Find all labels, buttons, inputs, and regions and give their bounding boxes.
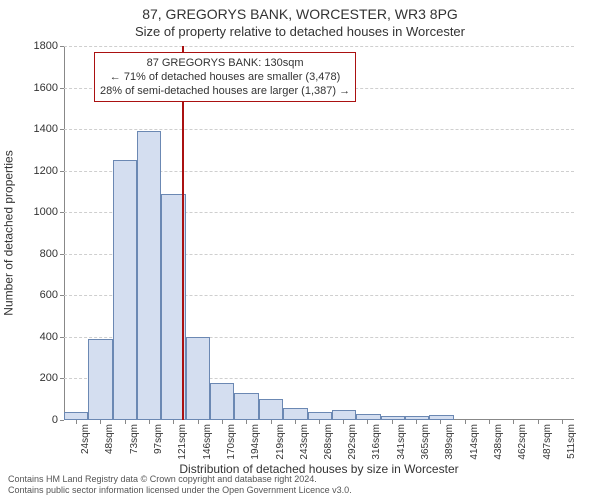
attribution-footer: Contains HM Land Registry data © Crown c… xyxy=(8,474,352,496)
xtick-label: 341sqm xyxy=(396,424,407,460)
xtick-mark xyxy=(149,420,150,424)
histogram-bar xyxy=(234,393,258,420)
ytick-label: 1400 xyxy=(18,123,58,135)
xtick-mark xyxy=(489,420,490,424)
ytick-label: 200 xyxy=(18,372,58,384)
footer-line1: Contains HM Land Registry data © Crown c… xyxy=(8,474,352,485)
xtick-mark xyxy=(465,420,466,424)
ytick-label: 1200 xyxy=(18,165,58,177)
xtick-label: 24sqm xyxy=(80,424,91,454)
gridline xyxy=(64,129,574,130)
xtick-label: 73sqm xyxy=(129,424,140,454)
histogram-bar xyxy=(356,414,380,420)
ytick-label: 800 xyxy=(18,248,58,260)
histogram-bar xyxy=(332,410,356,420)
ytick-mark xyxy=(60,88,64,89)
histogram-bar xyxy=(283,408,307,420)
xtick-mark xyxy=(343,420,344,424)
xtick-label: 316sqm xyxy=(371,424,382,460)
histogram-bar xyxy=(308,412,332,420)
xtick-mark xyxy=(392,420,393,424)
xtick-label: 146sqm xyxy=(202,424,213,460)
xtick-mark xyxy=(198,420,199,424)
histogram-bar xyxy=(88,339,112,420)
xtick-mark xyxy=(100,420,101,424)
annotation-line3: 28% of semi-detached houses are larger (… xyxy=(100,84,350,98)
ytick-mark xyxy=(60,295,64,296)
xtick-label: 268sqm xyxy=(323,424,334,460)
title-secondary: Size of property relative to detached ho… xyxy=(0,24,600,39)
xtick-mark xyxy=(367,420,368,424)
xtick-mark xyxy=(125,420,126,424)
xtick-mark xyxy=(173,420,174,424)
annotation-box: 87 GREGORYS BANK: 130sqm← 71% of detache… xyxy=(94,52,356,102)
histogram-bar xyxy=(64,412,88,420)
xtick-label: 219sqm xyxy=(275,424,286,460)
plot-area: 02004006008001000120014001600180024sqm48… xyxy=(64,46,574,420)
annotation-line2: ← 71% of detached houses are smaller (3,… xyxy=(100,70,350,84)
xtick-label: 48sqm xyxy=(104,424,115,454)
ytick-mark xyxy=(60,129,64,130)
xtick-mark xyxy=(562,420,563,424)
histogram-bar xyxy=(210,383,234,420)
xtick-label: 487sqm xyxy=(542,424,553,460)
xtick-label: 462sqm xyxy=(517,424,528,460)
ytick-mark xyxy=(60,420,64,421)
ytick-mark xyxy=(60,46,64,47)
xtick-mark xyxy=(538,420,539,424)
xtick-mark xyxy=(416,420,417,424)
xtick-mark xyxy=(271,420,272,424)
xtick-mark xyxy=(319,420,320,424)
footer-line2: Contains public sector information licen… xyxy=(8,485,352,496)
xtick-mark xyxy=(440,420,441,424)
xtick-label: 97sqm xyxy=(153,424,164,454)
xtick-label: 414sqm xyxy=(469,424,480,460)
xtick-label: 389sqm xyxy=(444,424,455,460)
annotation-line1: 87 GREGORYS BANK: 130sqm xyxy=(100,56,350,70)
ytick-mark xyxy=(60,378,64,379)
xtick-mark xyxy=(513,420,514,424)
histogram-bar xyxy=(259,399,283,420)
ytick-label: 0 xyxy=(18,414,58,426)
xtick-label: 243sqm xyxy=(299,424,310,460)
histogram-bar xyxy=(137,131,161,420)
xtick-label: 511sqm xyxy=(566,424,577,459)
xtick-mark xyxy=(246,420,247,424)
ytick-label: 400 xyxy=(18,331,58,343)
xtick-label: 121sqm xyxy=(177,424,188,460)
y-axis-label: Number of detached properties xyxy=(2,150,16,315)
xtick-label: 438sqm xyxy=(493,424,504,460)
chart-container: 87, GREGORYS BANK, WORCESTER, WR3 8PG Si… xyxy=(0,0,600,500)
xtick-label: 170sqm xyxy=(226,424,237,460)
ytick-mark xyxy=(60,212,64,213)
ytick-mark xyxy=(60,171,64,172)
gridline xyxy=(64,46,574,47)
title-primary: 87, GREGORYS BANK, WORCESTER, WR3 8PG xyxy=(0,6,600,22)
xtick-label: 194sqm xyxy=(250,424,261,460)
ytick-label: 600 xyxy=(18,289,58,301)
xtick-label: 292sqm xyxy=(347,424,358,460)
ytick-mark xyxy=(60,337,64,338)
xtick-mark xyxy=(76,420,77,424)
y-axis-label-box: Number of detached properties xyxy=(0,46,18,420)
xtick-mark xyxy=(222,420,223,424)
xtick-label: 365sqm xyxy=(420,424,431,460)
ytick-label: 1800 xyxy=(18,40,58,52)
histogram-bar xyxy=(429,415,453,420)
ytick-label: 1000 xyxy=(18,206,58,218)
histogram-bar xyxy=(186,337,210,420)
ytick-mark xyxy=(60,254,64,255)
histogram-bar xyxy=(113,160,137,420)
xtick-mark xyxy=(295,420,296,424)
ytick-label: 1600 xyxy=(18,82,58,94)
